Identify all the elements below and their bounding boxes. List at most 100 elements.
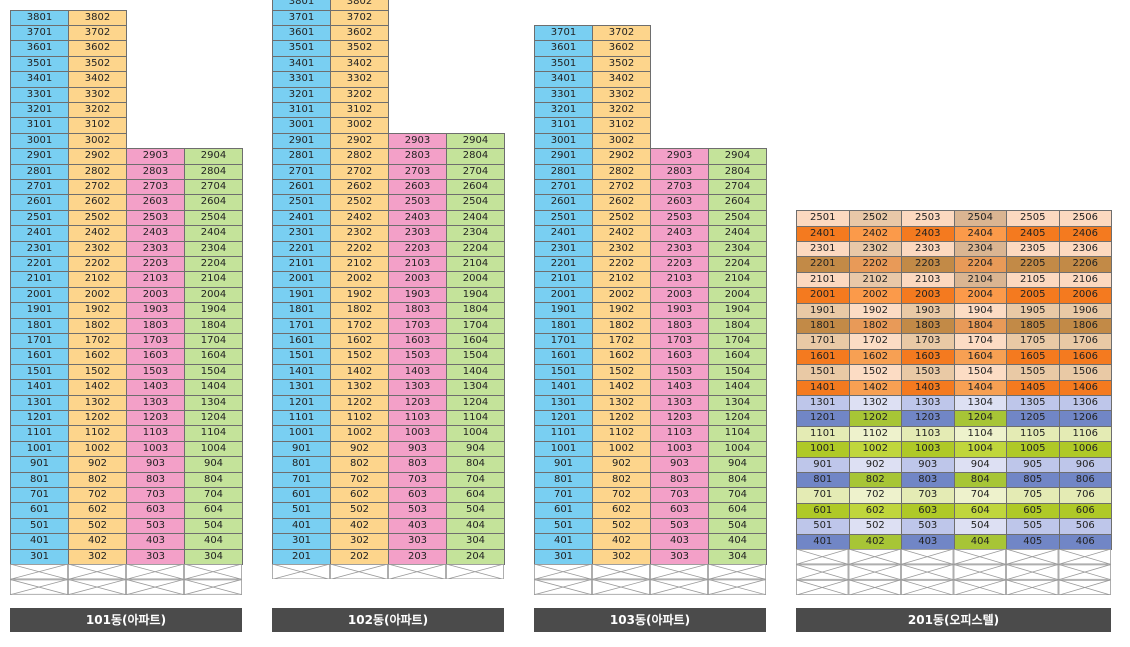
unit-1601: 1601 (534, 348, 593, 365)
unit-1101: 1101 (10, 425, 69, 442)
unit-2404: 2404 (446, 209, 505, 227)
unit-1602: 1602 (848, 348, 902, 366)
unit-2304: 2304 (953, 241, 1007, 258)
unit-603: 603 (650, 502, 709, 519)
unit-706: 706 (1058, 487, 1112, 504)
unit-1103: 1103 (650, 425, 709, 442)
unit-2404: 2404 (953, 225, 1007, 242)
unit-1102: 1102 (330, 410, 389, 427)
unit-2702: 2702 (68, 179, 127, 196)
unit-2402: 2402 (848, 225, 902, 242)
unit-1003: 1003 (126, 440, 185, 458)
unit-2801: 2801 (534, 163, 593, 180)
unit-403: 403 (126, 533, 185, 550)
unit-1503: 1503 (650, 363, 709, 381)
unit-1304: 1304 (184, 394, 243, 411)
unit-502: 502 (592, 517, 651, 535)
unit-2504: 2504 (953, 210, 1007, 227)
unit-1902: 1902 (592, 302, 651, 319)
unit-1405: 1405 (1006, 379, 1060, 396)
unit-2003: 2003 (388, 271, 447, 288)
unit-1701: 1701 (10, 333, 69, 350)
unit-2701: 2701 (10, 179, 69, 196)
unit-2502: 2502 (68, 209, 127, 227)
empty-cell (953, 564, 1007, 581)
unit-2703: 2703 (650, 179, 709, 196)
unit-3602: 3602 (68, 40, 127, 57)
unit-601: 601 (272, 487, 331, 504)
unit-506: 506 (1058, 518, 1112, 535)
unit-304: 304 (446, 533, 505, 550)
unit-2404: 2404 (184, 225, 243, 242)
unit-2101: 2101 (796, 271, 850, 289)
unit-2103: 2103 (126, 271, 185, 288)
unit-1203: 1203 (388, 394, 447, 411)
unit-1402: 1402 (330, 363, 389, 381)
unit-3301: 3301 (534, 86, 593, 103)
unit-1702: 1702 (848, 333, 902, 350)
unit-1406: 1406 (1058, 379, 1112, 396)
unit-2304: 2304 (446, 225, 505, 242)
unit-2604: 2604 (446, 179, 505, 196)
unit-2401: 2401 (10, 225, 69, 242)
unit-2402: 2402 (592, 225, 651, 242)
unit-1801: 1801 (272, 302, 331, 319)
unit-303: 303 (388, 533, 447, 550)
unit-2103: 2103 (901, 271, 955, 289)
unit-501: 501 (10, 517, 69, 535)
unit-2303: 2303 (901, 241, 955, 258)
unit-2802: 2802 (592, 163, 651, 180)
unit-2401: 2401 (796, 225, 850, 242)
unit-2202: 2202 (848, 256, 902, 273)
unit-1605: 1605 (1006, 348, 1060, 366)
unit-1506: 1506 (1058, 364, 1112, 381)
unit-1001: 1001 (534, 440, 593, 458)
unit-2003: 2003 (650, 286, 709, 304)
unit-1702: 1702 (330, 317, 389, 334)
unit-1202: 1202 (592, 410, 651, 427)
unit-1302: 1302 (848, 395, 902, 412)
unit-404: 404 (708, 533, 767, 550)
unit-2106: 2106 (1058, 271, 1112, 289)
unit-2206: 2206 (1058, 256, 1112, 273)
unit-806: 806 (1058, 472, 1112, 489)
unit-1904: 1904 (446, 286, 505, 304)
unit-2402: 2402 (68, 225, 127, 242)
unit-2202: 2202 (68, 256, 127, 273)
unit-3301: 3301 (272, 71, 331, 88)
unit-2303: 2303 (650, 240, 709, 257)
unit-1001: 1001 (796, 441, 850, 458)
unit-1603: 1603 (650, 348, 709, 365)
unit-3501: 3501 (10, 55, 69, 73)
unit-2105: 2105 (1006, 271, 1060, 289)
unit-1101: 1101 (796, 425, 850, 443)
unit-1701: 1701 (796, 333, 850, 350)
unit-703: 703 (650, 487, 709, 504)
unit-1303: 1303 (901, 395, 955, 412)
unit-604: 604 (708, 502, 767, 519)
unit-2101: 2101 (534, 271, 593, 288)
unit-3102: 3102 (68, 117, 127, 134)
unit-1104: 1104 (953, 425, 1007, 443)
unit-2101: 2101 (272, 256, 331, 273)
unit-905: 905 (1006, 456, 1060, 473)
unit-1901: 1901 (272, 286, 331, 304)
unit-2504: 2504 (184, 209, 243, 227)
unit-1601: 1601 (10, 348, 69, 365)
unit-801: 801 (796, 472, 850, 489)
unit-2903: 2903 (650, 148, 709, 165)
unit-2403: 2403 (388, 209, 447, 227)
empty-cell (1058, 579, 1111, 596)
unit-1703: 1703 (126, 333, 185, 350)
unit-2503: 2503 (388, 194, 447, 211)
empty-cell (796, 549, 849, 565)
unit-2501: 2501 (272, 194, 331, 211)
empty-cell (591, 579, 651, 595)
unit-401: 401 (10, 533, 69, 550)
unit-1903: 1903 (126, 302, 185, 319)
unit-1602: 1602 (330, 333, 389, 350)
unit-2704: 2704 (446, 163, 505, 180)
empty-cell (848, 549, 902, 565)
unit-501: 501 (796, 518, 850, 535)
unit-1804: 1804 (708, 317, 767, 334)
